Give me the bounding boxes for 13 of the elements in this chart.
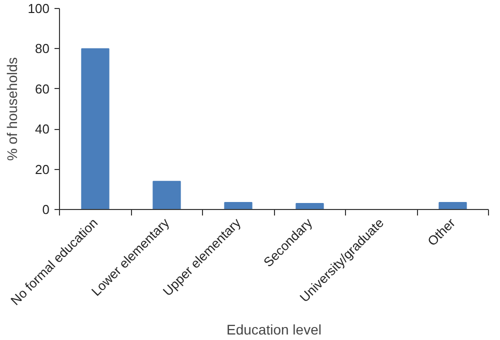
y-axis-title: % of households bbox=[4, 57, 20, 161]
y-tick-label: 60 bbox=[35, 81, 50, 96]
bar bbox=[224, 202, 252, 210]
y-tick-label: 40 bbox=[35, 122, 50, 137]
y-tick-label: 100 bbox=[28, 1, 50, 16]
bar bbox=[81, 48, 110, 210]
y-tick-label: 80 bbox=[35, 41, 50, 56]
bar bbox=[152, 180, 181, 210]
bar bbox=[296, 202, 324, 210]
bar bbox=[438, 202, 467, 210]
y-tick-label: 20 bbox=[35, 162, 50, 177]
y-tick-label: 0 bbox=[42, 202, 50, 217]
x-axis-title: Education level bbox=[226, 321, 322, 338]
